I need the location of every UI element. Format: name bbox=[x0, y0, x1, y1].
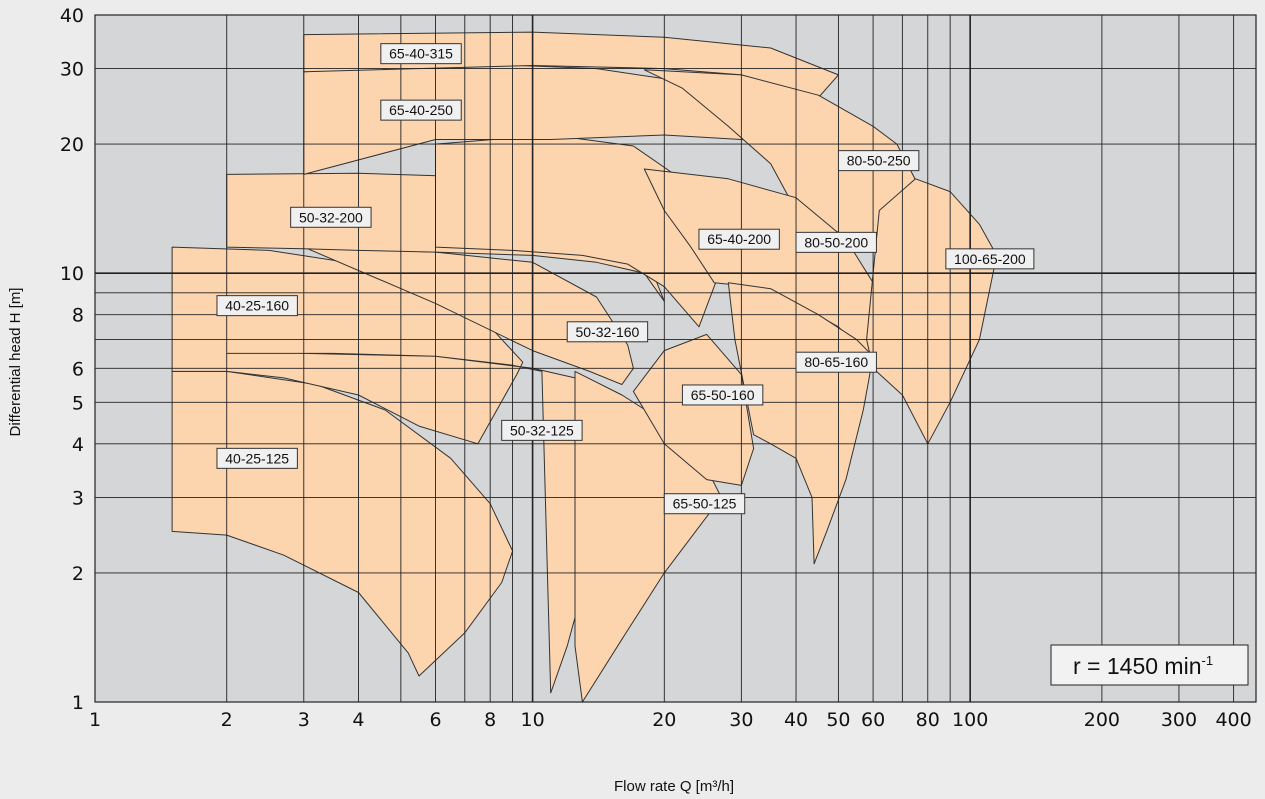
svg-text:65-50-160: 65-50-160 bbox=[691, 387, 755, 403]
y-tick-label: 30 bbox=[60, 59, 84, 81]
svg-text:65-40-200: 65-40-200 bbox=[707, 231, 771, 247]
x-tick-label: 60 bbox=[861, 709, 885, 731]
pump-label-80-50-200: 80-50-200 bbox=[795, 231, 877, 253]
y-tick-label: 40 bbox=[60, 5, 84, 27]
x-tick-label: 1 bbox=[89, 709, 101, 731]
y-tick-label: 1 bbox=[72, 692, 84, 714]
plot-frame bbox=[94, 14, 1257, 703]
svg-text:40-25-160: 40-25-160 bbox=[225, 298, 289, 314]
pump-label-80-65-160: 80-65-160 bbox=[795, 351, 877, 373]
pump-label-50-32-200: 50-32-200 bbox=[290, 206, 372, 228]
x-tick-label: 300 bbox=[1161, 709, 1197, 731]
y-tick-label: 2 bbox=[72, 563, 84, 585]
svg-text:80-65-160: 80-65-160 bbox=[804, 354, 868, 370]
pump-label-100-65-200: 100-65-200 bbox=[945, 248, 1035, 270]
x-axis-title: Flow rate Q [m³/h] bbox=[614, 778, 734, 795]
pump-label-65-50-160: 65-50-160 bbox=[681, 384, 764, 406]
pump-label-50-32-125: 50-32-125 bbox=[501, 419, 583, 441]
area-65-50-160 bbox=[632, 333, 755, 486]
pump-label-65-50-125: 65-50-125 bbox=[663, 493, 746, 515]
y-tick-label: 6 bbox=[72, 358, 84, 380]
x-tick-label: 2 bbox=[221, 709, 233, 731]
pump-label-65-40-200: 65-40-200 bbox=[698, 228, 780, 250]
pump-label-65-40-315: 65-40-315 bbox=[380, 43, 462, 65]
svg-text:65-50-125: 65-50-125 bbox=[673, 496, 737, 512]
pump-label-80-50-250: 80-50-250 bbox=[837, 150, 920, 172]
x-tick-label: 30 bbox=[729, 709, 753, 731]
speed-label: r = 1450 min-1 bbox=[1073, 653, 1213, 679]
svg-text:50-32-125: 50-32-125 bbox=[510, 422, 574, 438]
svg-text:80-50-200: 80-50-200 bbox=[804, 234, 868, 250]
pump-labels: 40-25-125 40-25-160 50-32-125 50-32-160 50-3… bbox=[216, 43, 1035, 515]
speed-box: r = 1450 min-1 bbox=[1050, 644, 1249, 686]
svg-text:40-25-125: 40-25-125 bbox=[225, 450, 289, 466]
y-tick-label: 3 bbox=[72, 487, 84, 509]
y-tick-label: 8 bbox=[72, 305, 84, 327]
x-tick-label: 10 bbox=[520, 709, 544, 731]
x-tick-label: 80 bbox=[916, 709, 940, 731]
svg-text:100-65-200: 100-65-200 bbox=[954, 251, 1026, 267]
svg-text:65-40-250: 65-40-250 bbox=[389, 102, 453, 118]
y-tick-label: 10 bbox=[60, 263, 84, 285]
pump-label-65-40-250: 65-40-250 bbox=[380, 99, 462, 121]
svg-text:80-50-250: 80-50-250 bbox=[847, 153, 911, 169]
y-axis-title: Differential head H [m] bbox=[7, 288, 24, 437]
y-tick-label: 20 bbox=[60, 134, 84, 156]
svg-text:50-32-160: 50-32-160 bbox=[576, 324, 640, 340]
pump-label-50-32-160: 50-32-160 bbox=[566, 321, 649, 343]
x-tick-label: 4 bbox=[352, 709, 364, 731]
x-tick-label: 8 bbox=[484, 709, 496, 731]
svg-text:65-40-315: 65-40-315 bbox=[389, 46, 453, 62]
pump-label-40-25-160: 40-25-160 bbox=[216, 295, 298, 317]
area-40-25-125 bbox=[171, 370, 514, 677]
x-tick-label: 20 bbox=[652, 709, 676, 731]
y-tick-label: 4 bbox=[72, 434, 84, 456]
x-tick-labels: 1 2 3 4 6 8 10 20 30 40 50 60 80 100 200 300 400 bbox=[89, 709, 1252, 731]
x-tick-label: 200 bbox=[1084, 709, 1120, 731]
y-tick-labels: 1 2 3 4 5 6 8 10 20 30 40 bbox=[60, 5, 84, 714]
x-tick-label: 50 bbox=[826, 709, 850, 731]
x-tick-label: 3 bbox=[298, 709, 310, 731]
svg-text:50-32-200: 50-32-200 bbox=[299, 209, 363, 225]
x-tick-label: 6 bbox=[429, 709, 441, 731]
pump-label-40-25-125: 40-25-125 bbox=[216, 447, 298, 469]
x-tick-label: 400 bbox=[1215, 709, 1251, 731]
y-tick-label: 5 bbox=[72, 392, 84, 414]
x-tick-label: 100 bbox=[952, 709, 988, 731]
x-tick-label: 40 bbox=[784, 709, 808, 731]
